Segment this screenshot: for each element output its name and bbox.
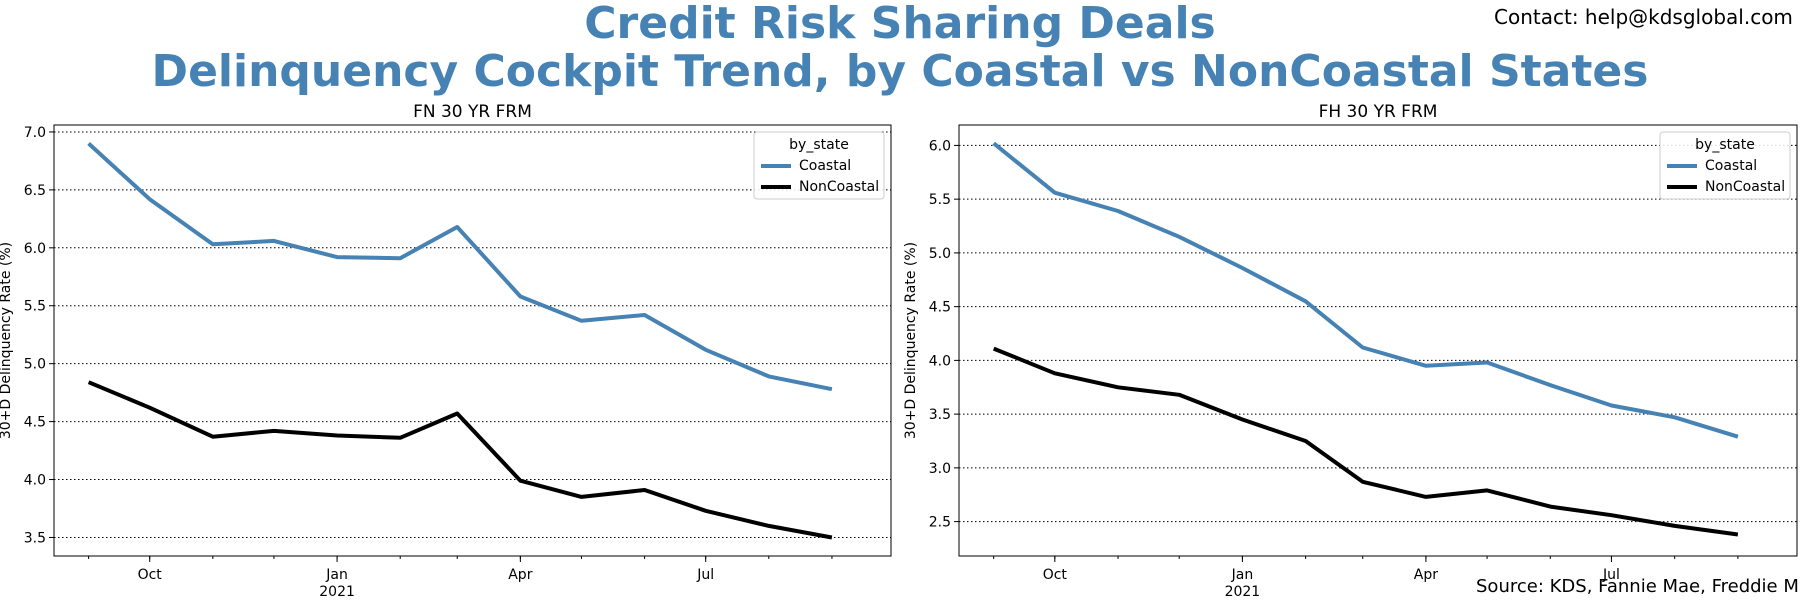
figure-title: Credit Risk Sharing Deals Delinquency Co…	[0, 0, 1800, 96]
x-tick-label: Oct	[138, 567, 163, 583]
series-line-noncoastal	[87, 380, 833, 540]
y-tick-label: 3.5	[24, 530, 46, 546]
chart-title: FH 30 YR FRM	[1319, 102, 1438, 122]
legend: by_state Coastal NonCoastal	[1659, 131, 1791, 200]
x-tick-label: Jan	[325, 567, 348, 583]
series-line-noncoastal	[992, 346, 1739, 537]
legend-title: by_state	[1695, 137, 1755, 153]
x-tick-label: Jul	[1602, 567, 1620, 583]
source-note: Source: KDS, Fannie Mae, Freddie Mac	[1476, 576, 1800, 597]
x-tick-label: Jul	[696, 567, 714, 583]
series-line-coastal	[87, 142, 833, 392]
chart-title: FN 30 YR FRM	[413, 102, 532, 122]
y-axis-label: 30+D Delinquency Rate (%)	[0, 242, 14, 439]
y-tick-label: 6.5	[24, 183, 46, 199]
y-axis-label: 30+D Delinquency Rate (%)	[903, 242, 919, 439]
legend-entry-coastal: Coastal	[799, 158, 851, 174]
legend-title: by_state	[789, 137, 849, 153]
x-tick-label: Apr	[1414, 567, 1438, 583]
x-tick-year-label: 2021	[319, 584, 355, 600]
y-tick-label: 4.5	[24, 415, 46, 431]
y-tick-label: 5.5	[24, 299, 46, 315]
y-tick-label: 5.0	[929, 246, 951, 262]
plot-frame	[958, 124, 1798, 557]
x-tick-year-label: 2021	[1225, 584, 1261, 600]
y-tick-label: 4.0	[929, 353, 951, 369]
y-tick-label: 5.5	[929, 192, 951, 208]
figure-title-line-2: Delinquency Cockpit Trend, by Coastal vs…	[151, 46, 1649, 97]
legend-box	[1659, 131, 1791, 200]
y-tick-label: 5.0	[24, 357, 46, 373]
x-tick-label: Jan	[1231, 567, 1254, 583]
legend-entry-noncoastal: NonCoastal	[1705, 179, 1785, 195]
y-tick-label: 3.0	[929, 461, 951, 477]
legend-box	[753, 131, 885, 200]
y-tick-label: 3.5	[929, 407, 951, 423]
y-tick-label: 2.5	[929, 515, 951, 531]
legend-entry-noncoastal: NonCoastal	[799, 179, 879, 195]
x-tick-label: Oct	[1043, 567, 1068, 583]
y-tick-label: 6.0	[24, 241, 46, 257]
legend: by_state Coastal NonCoastal	[753, 131, 885, 200]
y-tick-label: 7.0	[24, 125, 46, 141]
figure-title-line-1: Credit Risk Sharing Deals	[584, 0, 1216, 49]
y-tick-label: 4.0	[24, 473, 46, 489]
x-tick-label: Apr	[508, 567, 532, 583]
legend-entry-coastal: Coastal	[1705, 158, 1757, 174]
y-tick-label: 4.5	[929, 300, 951, 316]
contact-email: Contact: help@kdsglobal.com	[1494, 5, 1793, 29]
y-tick-label: 6.0	[929, 138, 951, 154]
plot-frame	[53, 124, 892, 557]
series-line-coastal	[992, 141, 1739, 439]
